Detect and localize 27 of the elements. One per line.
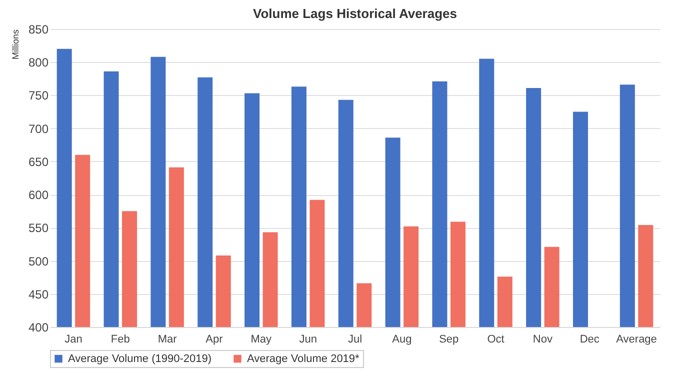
x-tick-label: Sep <box>439 334 459 346</box>
y-tick-label: 450 <box>28 287 49 302</box>
x-tick-label: Apr <box>206 334 224 346</box>
y-axis-title: Millions <box>10 29 20 60</box>
chart-title: Volume Lags Historical Averages <box>253 6 457 21</box>
y-tick-label: 850 <box>28 22 49 36</box>
x-tick-label: Oct <box>487 334 504 346</box>
x-tick-label: Dec <box>580 334 600 346</box>
y-tick-label: 550 <box>28 221 49 236</box>
x-tick-label: Nov <box>532 334 553 346</box>
x-tick-label: May <box>250 334 272 346</box>
legend-label: Average Volume (1990-2019) <box>68 352 212 365</box>
y-tick-label: 700 <box>28 122 49 136</box>
x-tick-label: Jan <box>64 334 82 346</box>
y-tick-label: 750 <box>28 88 49 103</box>
x-tick-label: Feb <box>110 334 130 346</box>
x-tick-label: Mar <box>158 334 178 346</box>
y-tick-label: 650 <box>28 154 49 169</box>
x-tick-label: Jun <box>299 334 317 346</box>
x-tick-label: Average <box>616 334 657 346</box>
legend-label: Average Volume 2019* <box>247 352 360 365</box>
x-tick-label: Jul <box>348 334 362 346</box>
y-tick-label: 600 <box>28 188 49 202</box>
y-tick-label: 400 <box>28 320 49 334</box>
x-tick-label: Aug <box>392 334 412 346</box>
y-tick-label: 800 <box>28 56 49 70</box>
y-tick-label: 500 <box>28 254 49 268</box>
